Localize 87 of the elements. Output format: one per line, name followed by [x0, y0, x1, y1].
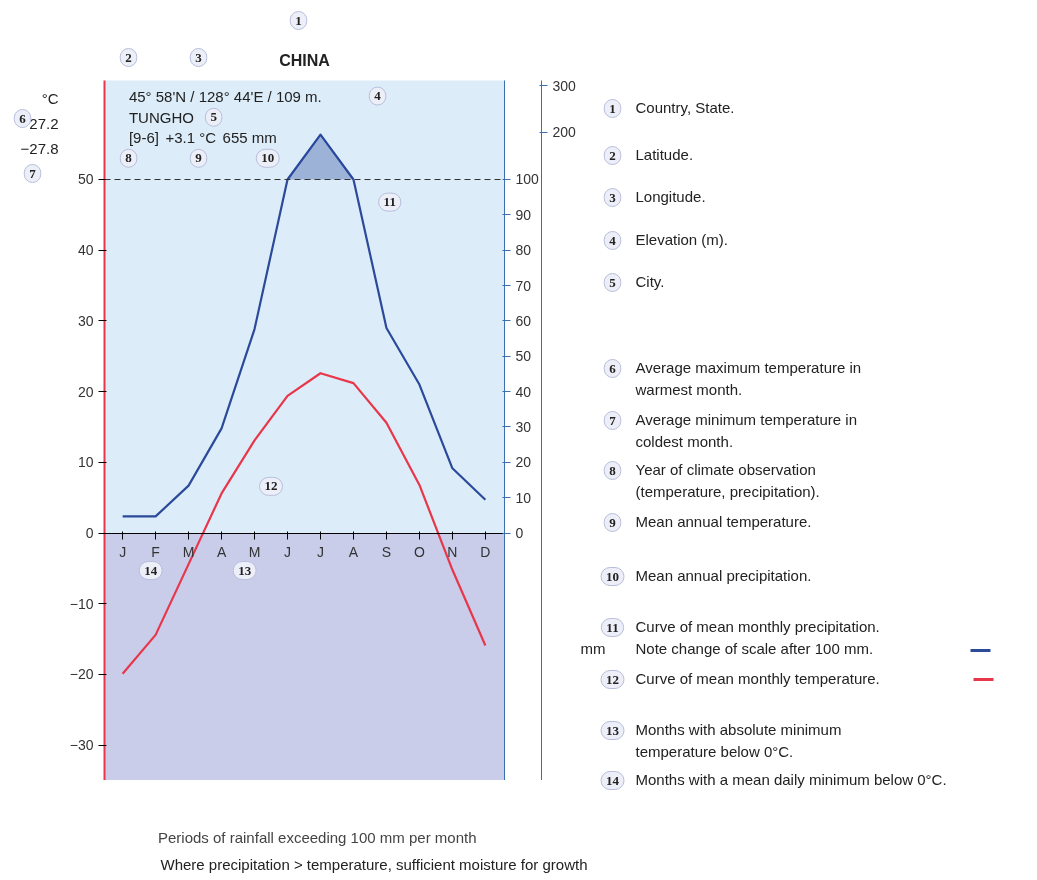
text: 6 [609, 360, 616, 376]
x-tick-label: D [480, 544, 491, 561]
x-tick-label: M [182, 544, 195, 561]
y-tick-label: 40 [77, 242, 94, 259]
text: Where precipitation > temperature, sufficient moisture for growth [160, 856, 588, 873]
annotation: 9 [195, 150, 203, 166]
annotation: 45° 58'N / 128° 44'E / 109 m. [128, 87, 322, 105]
y-tick-label: 0 [85, 525, 94, 542]
y2-tick-label: 60 [515, 312, 532, 329]
text: 12 [609, 100, 616, 163]
text: 7 [609, 412, 616, 428]
annotation: 13 [238, 562, 252, 578]
x-tick-label: M [248, 544, 261, 561]
x-tick-label: F [151, 544, 160, 561]
y-tick-label: −20 [69, 666, 94, 683]
text: 3 [195, 49, 203, 65]
x-tick-label: S [381, 544, 392, 561]
y2-tick-label: 100 [515, 171, 540, 188]
text: 3 [609, 189, 616, 205]
text: Longitude. [635, 187, 706, 205]
x-tick-label: N [447, 544, 458, 561]
text: Months with a mean daily minimum below 0°C. [635, 770, 947, 788]
text: Periods of rainfall exceeding 100 mm per month [158, 828, 477, 846]
y2-tick-label: 0 [515, 525, 524, 542]
chart-title: CHINA [279, 52, 331, 69]
y2-tick-label: 20 [515, 454, 532, 471]
annotation: 12 [264, 478, 278, 494]
annotation: [9-6] [128, 129, 159, 147]
y2-tick-label: 70 [515, 277, 532, 294]
annotation: 5 [210, 109, 218, 125]
text: Elevation (m). [635, 230, 729, 248]
text: 8 [609, 462, 616, 478]
y-tick-label: 30 [77, 312, 94, 329]
y2-tick-label: 40 [515, 383, 532, 400]
text: 4 [609, 232, 616, 248]
text: Country, State. [635, 98, 735, 116]
annotation: 14 [144, 562, 158, 578]
y3-tick-label: 300 [552, 77, 577, 94]
text: Latitude. [635, 145, 694, 163]
text: City. [635, 272, 665, 290]
text: 12 [606, 671, 619, 687]
annotation: 11 [383, 194, 396, 210]
text: 14 [606, 772, 619, 788]
text: mm [580, 640, 606, 657]
text: 5 [609, 274, 616, 290]
text: 11 [606, 619, 619, 635]
y2-tick-label: 90 [515, 206, 532, 223]
y2-tick-label: 50 [515, 348, 532, 365]
text: 6 [19, 110, 27, 126]
y-tick-label: 10 [77, 454, 94, 471]
text: 1 [295, 12, 302, 28]
text: Average minimum temperature in coldest month. [635, 410, 857, 451]
x-tick-label: J [284, 544, 292, 561]
y-tick-label: 50 [77, 171, 94, 188]
text: Mean annual temperature. [635, 512, 812, 530]
x-tick-label: A [348, 544, 359, 561]
y2-tick-label: 10 [515, 489, 532, 506]
text: Months with absolute minimum temperature below 0°C. [635, 720, 842, 761]
y-tick-label: −30 [69, 737, 94, 754]
text: 2 [125, 49, 132, 65]
text: 27.2 [29, 114, 59, 132]
annotation: 10 [261, 150, 275, 166]
text: Curve of mean monthly precipitation. Note change of scale after 100 mm. [635, 617, 880, 658]
text: −27.8 [20, 139, 59, 157]
y2-tick-label: 30 [515, 418, 532, 435]
annotation: 4 [374, 88, 382, 104]
y-tick-label: 20 [77, 383, 94, 400]
text: 9 [609, 514, 616, 530]
annotation: 655 mm [222, 129, 277, 147]
text: Year of climate observation (temperature, precipitation). [635, 460, 820, 501]
text: 10 [606, 568, 619, 584]
y3-tick-label: 200 [552, 124, 577, 141]
text: 13 [606, 722, 619, 738]
y-tick-label: −10 [69, 595, 94, 612]
x-tick-label: O [413, 544, 425, 561]
text: Average maximum temperature in warmest month. [634, 358, 862, 399]
text: 7 [29, 165, 37, 181]
text: °C [41, 90, 59, 107]
annotation: 8 [125, 150, 133, 166]
y2-tick-label: 80 [515, 242, 532, 259]
text: Curve of mean monthly temperature. [635, 669, 880, 687]
text: Mean annual precipitation. [635, 566, 812, 584]
annotation: +3.1 °C [165, 129, 217, 147]
annotation: TUNGHO [128, 108, 194, 126]
x-tick-label: A [216, 544, 227, 561]
x-tick-label: J [119, 544, 127, 561]
x-tick-label: J [316, 544, 324, 561]
